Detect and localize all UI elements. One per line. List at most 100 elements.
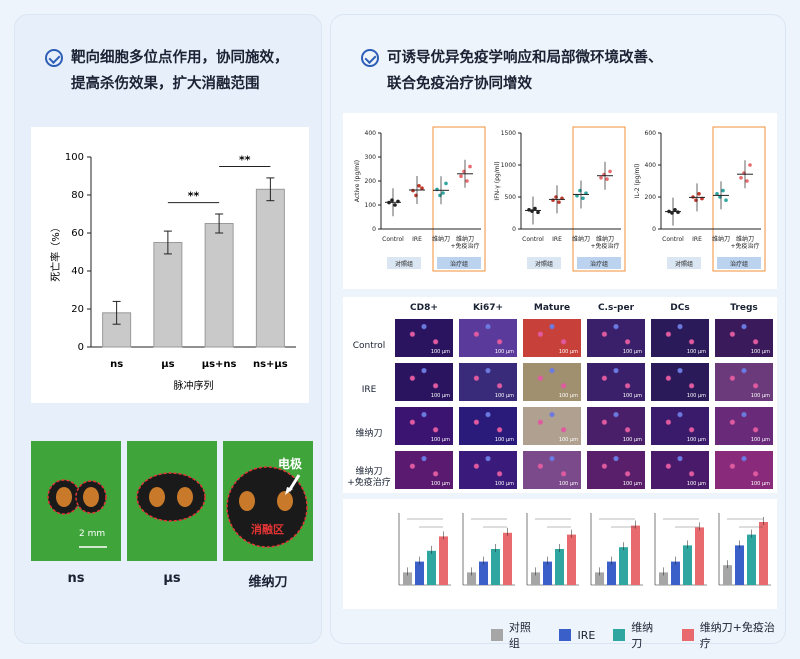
ablation-label-weinadao: 维纳刀 <box>248 575 288 590</box>
significance-label: ** <box>239 154 251 167</box>
legend-item-control: 对照组 <box>491 619 541 651</box>
data-point <box>721 188 725 193</box>
scale-bar-label: 2 mm <box>79 529 106 539</box>
y-tick-label: 20 <box>71 304 84 315</box>
x-tick-label: ns+μs <box>253 359 288 370</box>
data-point <box>581 196 585 201</box>
data-point <box>420 186 424 190</box>
control-group-label: 对照组 <box>395 260 413 268</box>
data-point <box>599 176 603 180</box>
data-point <box>465 179 469 183</box>
tile-scale-label: 100 μm <box>558 349 578 355</box>
data-point <box>417 184 421 188</box>
legend: 对照组 IRE 维纳刀 维纳刀+免疫治疗 <box>491 619 785 651</box>
bar <box>491 549 500 585</box>
y-tick-label: 400 <box>645 162 657 169</box>
tile-scale-label: 100 μm <box>494 437 514 443</box>
right-panel: 可诱导优异免疫学响应和局部微环境改善、 联合免疫治疗协同增效 0 100 200 30… <box>330 14 786 650</box>
x-tick-label: +免疫治疗 <box>730 242 759 250</box>
y-tick-label: 100 <box>365 202 377 209</box>
bar <box>671 561 680 585</box>
x-tick-label: μs <box>161 359 174 370</box>
electrode-label: 电极 <box>278 457 303 471</box>
bar <box>555 549 564 585</box>
bar <box>427 550 436 585</box>
treatment-group-label: 治疗组 <box>730 260 748 268</box>
microscopy-tile: 100 μm <box>523 363 581 401</box>
bar <box>631 525 640 585</box>
legend-label: 维纳刀 <box>631 621 654 650</box>
y-axis-label: 死亡率（%） <box>49 222 62 282</box>
bar <box>403 572 412 585</box>
bar <box>595 572 604 585</box>
data-point <box>468 164 472 169</box>
data-point <box>557 200 561 204</box>
control-group-label: 对照组 <box>535 260 553 268</box>
tile-scale-label: 100 μm <box>750 393 770 399</box>
legend-item-ire: IRE <box>559 619 595 651</box>
grid-column-label: DCs <box>670 303 690 313</box>
ablation-zone-label: 消融区 <box>251 523 284 536</box>
ablation-image-weinadao: 电极 消融区 <box>223 441 313 561</box>
microscopy-tile: 100 μm <box>459 451 517 489</box>
data-point <box>533 206 537 211</box>
data-point <box>739 176 743 180</box>
control-group-box <box>667 257 701 269</box>
check-circle-icon <box>45 49 63 67</box>
legend-item-combo: 维纳刀+免疫治疗 <box>681 619 785 651</box>
death-rate-chart-card: 0 20 40 60 80 100 ns μs μs+ns ns+μs ** ** 死亡率（%） 脉冲序列 <box>31 127 309 403</box>
data-point <box>411 188 415 193</box>
grid-column-label: Tregs <box>730 303 758 313</box>
bar <box>543 561 552 585</box>
y-tick-label: 600 <box>645 130 657 137</box>
bar <box>467 572 476 585</box>
grid-column-label: CD8+ <box>410 303 438 313</box>
microscopy-tile: 100 μm <box>395 319 453 357</box>
grid-column-label: Mature <box>533 303 571 313</box>
microscopy-tile: 100 μm <box>523 407 581 445</box>
tile-scale-label: 100 μm <box>622 481 642 487</box>
small-bar-charts <box>343 499 777 609</box>
control-group-box <box>387 257 421 269</box>
microscopy-tile: 100 μm <box>715 319 773 357</box>
treatment-group-box <box>437 257 481 269</box>
grid-row-label: 维纳刀 <box>355 429 383 439</box>
tile-scale-label: 100 μm <box>686 393 706 399</box>
microscopy-tile: 100 μm <box>395 451 453 489</box>
data-point <box>536 210 540 215</box>
data-point <box>608 169 612 174</box>
tile-scale-label: 100 μm <box>622 393 642 399</box>
y-tick-label: 200 <box>365 178 377 185</box>
bar <box>439 536 448 585</box>
tile-scale-label: 100 μm <box>686 481 706 487</box>
bar <box>503 532 512 585</box>
y-tick-label: 0 <box>372 226 376 233</box>
x-tick-label: Control <box>662 236 684 243</box>
x-tick-label: 维纳刀 <box>596 235 614 243</box>
microscopy-tile: 100 μm <box>459 319 517 357</box>
bar <box>531 572 540 585</box>
x-tick-label: 维纳刀 <box>712 235 730 243</box>
y-tick-label: 100 <box>65 152 84 163</box>
control-group-label: 对照组 <box>675 260 693 268</box>
y-axis-label: IL-2 (pg/ml) <box>634 164 641 199</box>
microscopy-tile: 100 μm <box>459 407 517 445</box>
cytokine-scatter-plots: 0 100 200 300 400 Active (pg/ml) Control IRE 维纳刀… <box>354 126 766 272</box>
bar <box>204 223 234 348</box>
tile-scale-label: 100 μm <box>686 437 706 443</box>
treatment-box <box>432 126 486 272</box>
right-heading-line1: 可诱导优异免疫学响应和局部微环境改善、 <box>387 50 663 66</box>
data-point <box>444 181 448 186</box>
y-tick-label: 200 <box>645 194 657 201</box>
grid-column-label: Ki67+ <box>472 303 504 313</box>
ablation-label-ns: ns <box>67 571 85 586</box>
microscopy-tile: 100 μm <box>523 451 581 489</box>
tile-scale-label: 100 μm <box>494 349 514 355</box>
microscopy-tile: 100 μm <box>395 407 453 445</box>
treatment-group-box <box>577 257 621 269</box>
y-tick-label: 0 <box>512 226 516 233</box>
microscopy-grid: CD8+ Ki67+ Mature C.s-per DCs Tregs Control 100… <box>343 297 777 493</box>
bar <box>415 561 424 585</box>
cytokine-plots-card: 0 100 200 300 400 Active (pg/ml) Control IRE 维纳刀… <box>343 113 777 289</box>
left-heading: 靶向细胞多位点作用，协同施效， 提高杀伤效果，扩大消融范围 <box>45 45 315 97</box>
